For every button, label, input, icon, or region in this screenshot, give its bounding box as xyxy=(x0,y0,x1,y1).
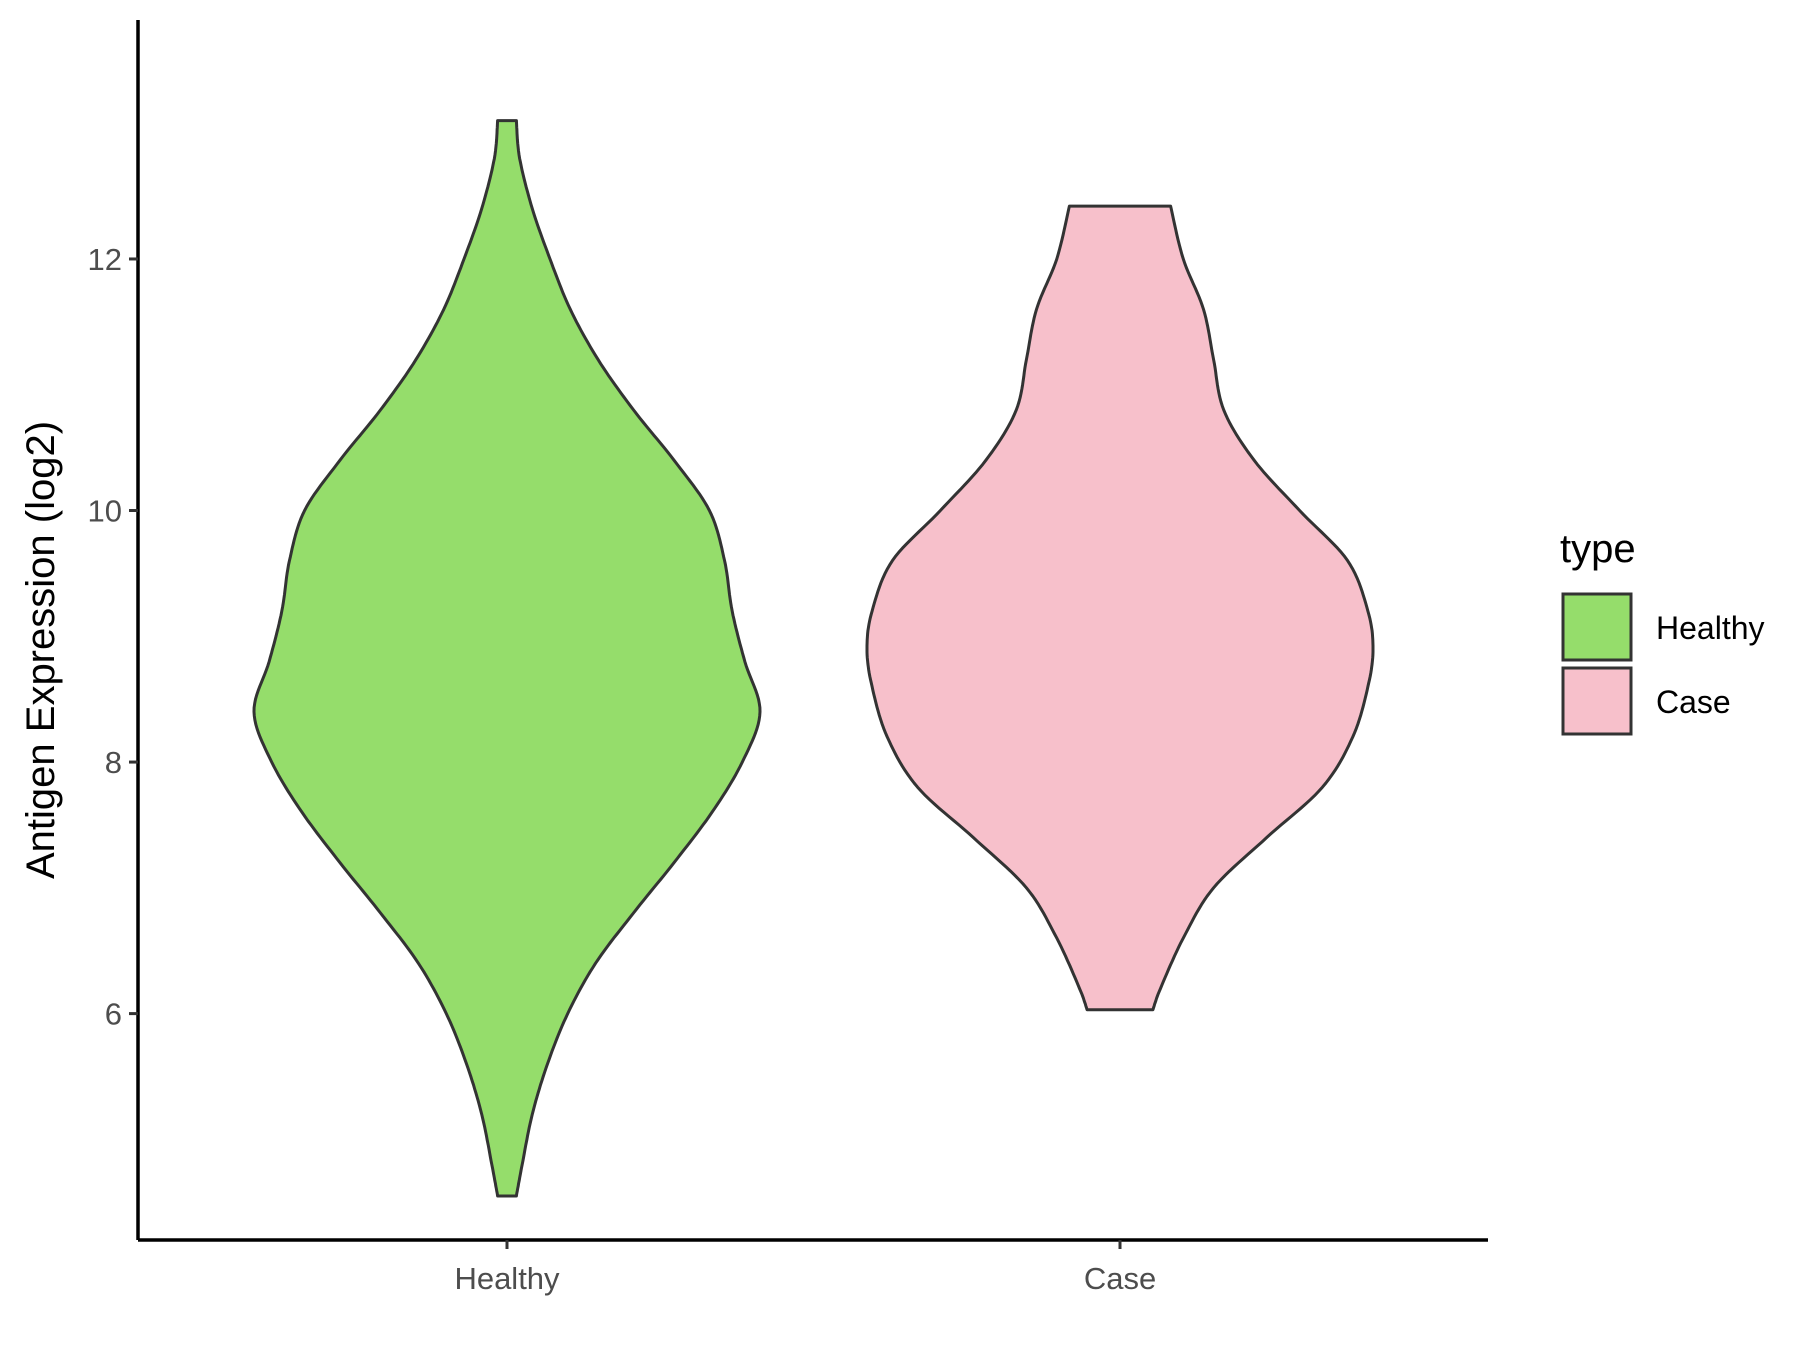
x-axis-ticks: Healthy Case xyxy=(454,1240,1156,1296)
y-tick-label: 6 xyxy=(105,997,122,1032)
legend-entries: Healthy Case xyxy=(1561,592,1765,736)
violin-layer xyxy=(252,119,1375,1198)
violin-healthy xyxy=(252,119,762,1198)
legend-swatch-case xyxy=(1561,666,1633,736)
axes-layer: 6 8 10 12 Healthy Case xyxy=(88,20,1488,1296)
legend-title: type xyxy=(1560,527,1636,571)
x-tick-label: Case xyxy=(1084,1261,1156,1296)
y-tick-label: 10 xyxy=(88,494,122,529)
y-axis-title: Antigen Expression (log2) xyxy=(19,421,63,879)
legend-swatch-healthy xyxy=(1561,592,1633,662)
violin-case xyxy=(865,204,1375,1012)
y-tick-label: 8 xyxy=(105,745,122,780)
y-axis-ticks: 6 8 10 12 xyxy=(88,242,138,1032)
y-tick-label: 12 xyxy=(88,242,122,277)
legend-label-healthy: Healthy xyxy=(1656,610,1765,646)
legend-label-case: Case xyxy=(1656,684,1731,720)
x-tick-label: Healthy xyxy=(454,1261,560,1296)
legend: type Healthy Case xyxy=(1560,527,1765,736)
